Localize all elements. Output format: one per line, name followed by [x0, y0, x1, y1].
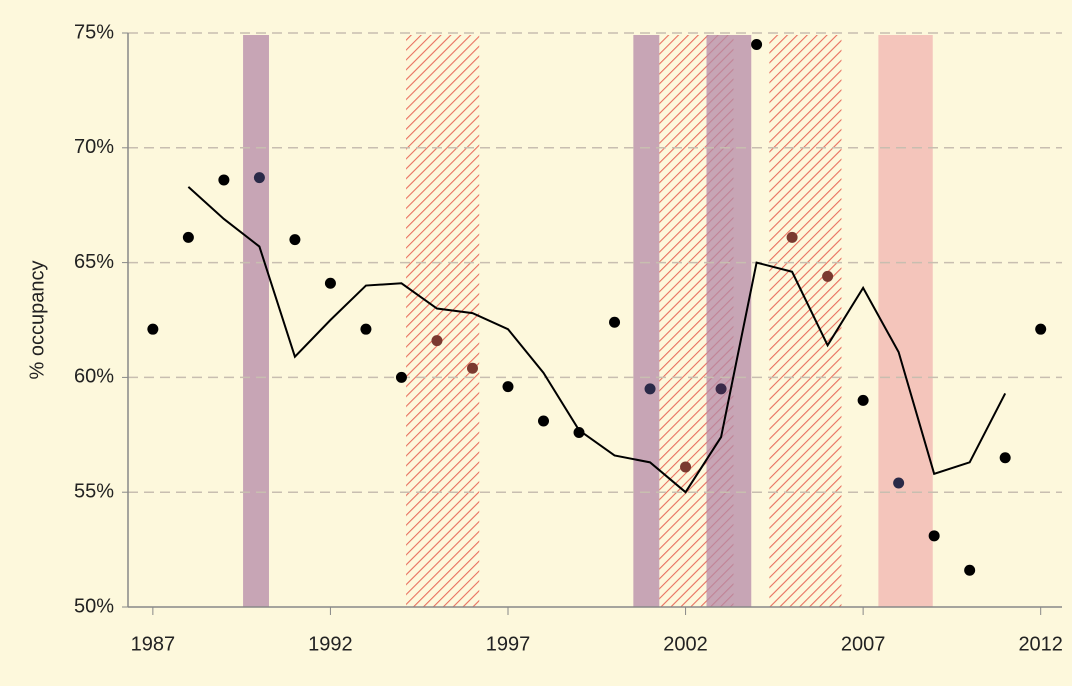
- shaded-band: [633, 35, 660, 607]
- x-tick-label: 1997: [486, 633, 531, 655]
- data-point: [431, 335, 443, 347]
- data-point: [324, 277, 336, 289]
- data-point: [538, 415, 550, 427]
- x-tick-label: 1987: [131, 633, 176, 655]
- x-tick-label: 2012: [1018, 633, 1063, 655]
- data-point: [395, 371, 407, 383]
- data-point: [253, 172, 265, 184]
- y-tick-label: 70%: [74, 136, 114, 158]
- shaded-band: [406, 35, 480, 607]
- data-point: [147, 323, 159, 335]
- data-point: [928, 530, 940, 542]
- x-tick-label: 1992: [308, 633, 353, 655]
- x-tick-label: 2007: [841, 633, 886, 655]
- y-axis-label: % occupancy: [26, 261, 48, 380]
- data-point: [289, 234, 301, 246]
- shaded-band: [878, 35, 933, 607]
- y-tick-label: 65%: [74, 251, 114, 273]
- trend-line: [187, 186, 1007, 494]
- data-point: [218, 174, 230, 186]
- y-tick-label: 75%: [74, 21, 114, 43]
- data-point: [680, 461, 692, 473]
- data-point: [609, 316, 621, 328]
- data-point: [573, 427, 585, 439]
- x-tick-label: 2002: [663, 633, 708, 655]
- data-point: [751, 38, 763, 50]
- data-point: [786, 231, 798, 243]
- shaded-band: [769, 35, 842, 607]
- data-point: [644, 383, 656, 395]
- data-point: [466, 362, 478, 374]
- data-point: [502, 381, 514, 393]
- data-point: [360, 323, 372, 335]
- data-point: [893, 477, 905, 489]
- y-tick-label: 55%: [74, 480, 114, 502]
- data-point: [964, 564, 976, 576]
- data-point: [822, 270, 834, 282]
- shaded-band: [243, 35, 269, 607]
- data-point: [1035, 323, 1047, 335]
- data-point: [999, 452, 1011, 464]
- data-point: [857, 394, 869, 406]
- data-point: [182, 231, 194, 243]
- y-tick-label: 60%: [74, 366, 114, 388]
- data-point: [715, 383, 727, 395]
- y-tick-label: 50%: [74, 595, 114, 617]
